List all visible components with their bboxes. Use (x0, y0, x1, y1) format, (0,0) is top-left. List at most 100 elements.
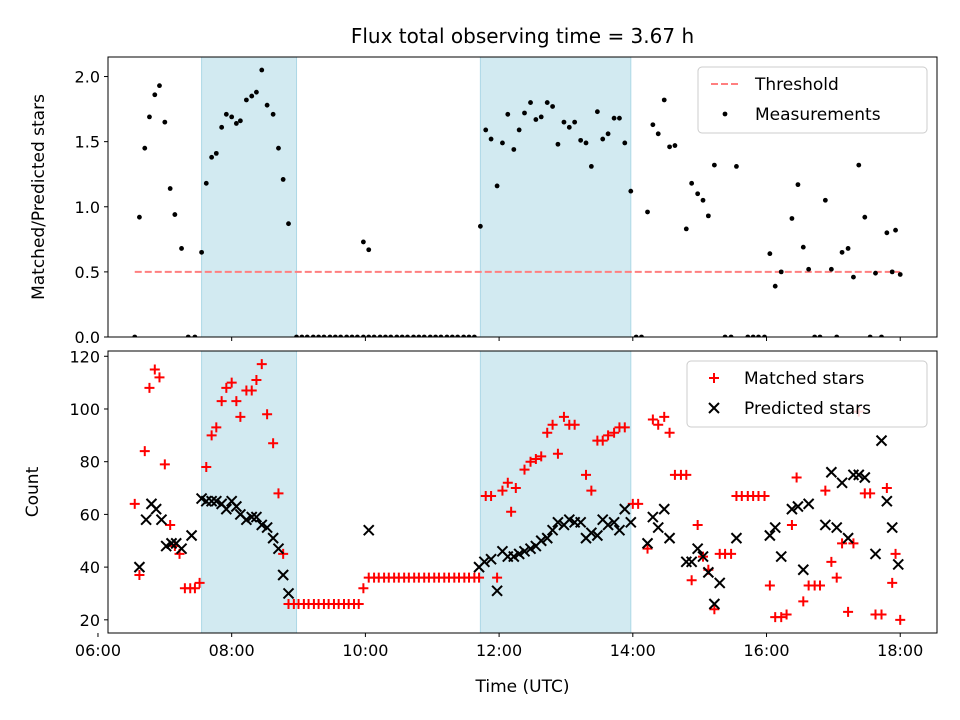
data-point (157, 83, 162, 89)
data-point (544, 100, 550, 105)
data-point (249, 93, 255, 99)
data-point (246, 511, 258, 523)
data-point (642, 543, 653, 554)
data-point (892, 558, 904, 571)
data-point (762, 334, 767, 337)
data-point (786, 519, 797, 530)
data-point (231, 396, 242, 407)
series-measurements (132, 67, 903, 337)
data-point (277, 569, 289, 581)
data-point (828, 266, 834, 272)
data-point (268, 438, 279, 449)
data-point (219, 124, 225, 130)
data-point (175, 542, 188, 555)
data-point (889, 269, 895, 275)
data-point (689, 180, 695, 186)
data-point (511, 147, 517, 152)
y-tick-label: 0.0 (75, 328, 100, 347)
data-point (528, 100, 533, 105)
data-point (542, 427, 553, 438)
data-point (371, 334, 377, 337)
data-point (516, 127, 522, 133)
data-point (205, 495, 218, 507)
data-point (270, 111, 276, 117)
y-tick-label: 40 (80, 558, 100, 577)
data-point (251, 374, 262, 385)
data-point (680, 556, 693, 568)
data-point (264, 102, 270, 108)
data-point (686, 575, 697, 586)
legend-box (686, 360, 928, 428)
data-point (223, 111, 229, 117)
data-point (185, 334, 191, 337)
data-point (778, 269, 784, 275)
y-tick-label: 0.5 (75, 263, 100, 282)
data-point (139, 446, 150, 457)
x-axis-label: Time (UTC) (475, 677, 570, 697)
data-point (845, 246, 851, 251)
data-point (895, 614, 906, 625)
data-point (586, 485, 597, 496)
x-tick-label: 06:00 (75, 641, 121, 660)
axes-frame (107, 350, 938, 634)
data-point (162, 119, 168, 125)
data-point (533, 117, 539, 122)
data-point (764, 529, 776, 542)
data-point (578, 137, 584, 143)
data-point (256, 359, 267, 370)
data-point (853, 469, 865, 481)
data-point (354, 334, 360, 337)
bottom-panel-counts: 20 40 60 80 100 120 06:00 08:00 10:00 12:00 14:00 1… (23, 347, 938, 697)
plot-area (132, 67, 903, 337)
y-tick-label: 80 (80, 453, 100, 472)
data-point (572, 119, 578, 125)
data-point (667, 144, 672, 150)
data-point (639, 334, 644, 337)
data-point (360, 334, 366, 337)
data-point (574, 516, 587, 529)
data-point (552, 448, 563, 459)
data-point (165, 519, 176, 530)
data-point (839, 249, 845, 255)
data-point (344, 334, 350, 337)
data-point (455, 334, 461, 337)
data-point (709, 604, 720, 615)
data-point (438, 334, 444, 337)
data-point (421, 334, 427, 337)
data-point (411, 334, 416, 337)
data-point (555, 141, 561, 147)
data-point (497, 485, 508, 496)
data-point (286, 221, 291, 227)
data-point (591, 529, 604, 542)
data-point (142, 145, 148, 151)
data-point (691, 542, 704, 555)
data-point (147, 114, 152, 120)
data-point (304, 334, 310, 337)
data-point (360, 239, 366, 245)
data-point (129, 498, 140, 509)
data-point (149, 364, 160, 375)
data-point (233, 121, 239, 126)
data-point (518, 545, 531, 558)
data-point (726, 548, 737, 559)
data-point (873, 270, 878, 276)
data-point (734, 163, 739, 169)
data-point (519, 464, 530, 475)
data-point (192, 334, 198, 337)
data-point (449, 334, 455, 337)
data-point (802, 498, 815, 510)
data-point (617, 115, 622, 121)
data-point (759, 490, 770, 501)
data-point (353, 599, 364, 610)
data-point (538, 114, 544, 120)
data-point (203, 180, 209, 186)
data-point (569, 419, 580, 430)
data-point (581, 469, 592, 480)
data-point (500, 140, 505, 146)
data-point (834, 334, 840, 337)
data-point (243, 97, 249, 103)
data-point (485, 553, 497, 565)
data-point (605, 131, 611, 137)
data-point (791, 472, 802, 483)
data-point (664, 427, 675, 438)
